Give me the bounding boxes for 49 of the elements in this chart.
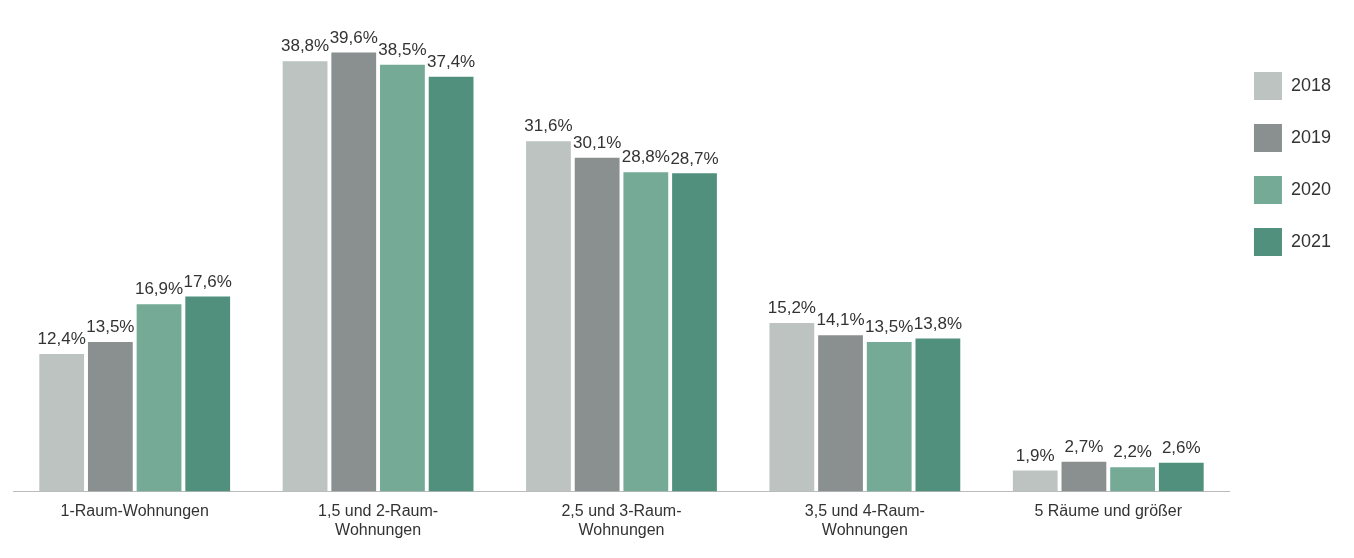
bar	[428, 76, 474, 492]
data-label: 13,5%	[865, 317, 914, 337]
bar	[282, 61, 328, 492]
data-label: 38,8%	[280, 36, 330, 56]
data-label: 1,9%	[1015, 445, 1055, 465]
bar	[915, 338, 961, 492]
data-label: 37,4%	[427, 52, 476, 72]
data-label: 28,7%	[670, 148, 719, 168]
data-label: 13,8%	[913, 313, 962, 333]
bar	[380, 64, 425, 492]
bar	[866, 341, 912, 492]
data-label: 17,6%	[183, 271, 232, 291]
x-tick-label: 1-Raum-Wohnungen	[60, 501, 209, 519]
data-label: 2,7%	[1064, 436, 1104, 456]
data-label: 38,5%	[378, 39, 427, 59]
data-label: 31,6%	[524, 116, 573, 136]
legend-label: 2019	[1290, 126, 1331, 147]
bar	[818, 335, 863, 492]
x-tick-label: 1,5 und 2-Raum-Wohnungen	[318, 501, 439, 538]
data-label: 30,1%	[573, 132, 622, 152]
data-label: 2,6%	[1161, 437, 1201, 457]
x-tick-label: 2,5 und 3-Raum-Wohnungen	[561, 501, 682, 538]
x-tick-label: 3,5 und 4-Raum-Wohnungen	[804, 501, 925, 538]
bar	[623, 172, 669, 492]
data-label: 39,6%	[329, 27, 378, 47]
legend-label: 2021	[1290, 230, 1331, 251]
legend-label: 2020	[1290, 178, 1331, 199]
bar	[1012, 470, 1058, 492]
bar	[331, 52, 377, 492]
bar	[672, 173, 717, 492]
bar	[526, 141, 571, 492]
bar	[1158, 462, 1204, 492]
data-label: 14,1%	[816, 310, 865, 330]
bar	[769, 323, 815, 492]
bar	[1061, 461, 1107, 492]
bar	[185, 296, 231, 492]
data-label: 28,8%	[621, 147, 670, 167]
bar	[39, 354, 85, 492]
bar	[87, 341, 133, 492]
data-label: 13,5%	[86, 317, 135, 337]
data-label: 16,9%	[134, 279, 184, 299]
bar	[1110, 467, 1155, 492]
data-label: 12,4%	[37, 329, 86, 349]
legend-label: 2018	[1290, 74, 1331, 95]
bar	[136, 304, 182, 492]
x-tick-label: 5 Räume und größer	[1034, 501, 1183, 519]
data-label: 15,2%	[767, 298, 816, 318]
bar	[574, 157, 620, 492]
data-label: 2,2%	[1113, 442, 1152, 462]
